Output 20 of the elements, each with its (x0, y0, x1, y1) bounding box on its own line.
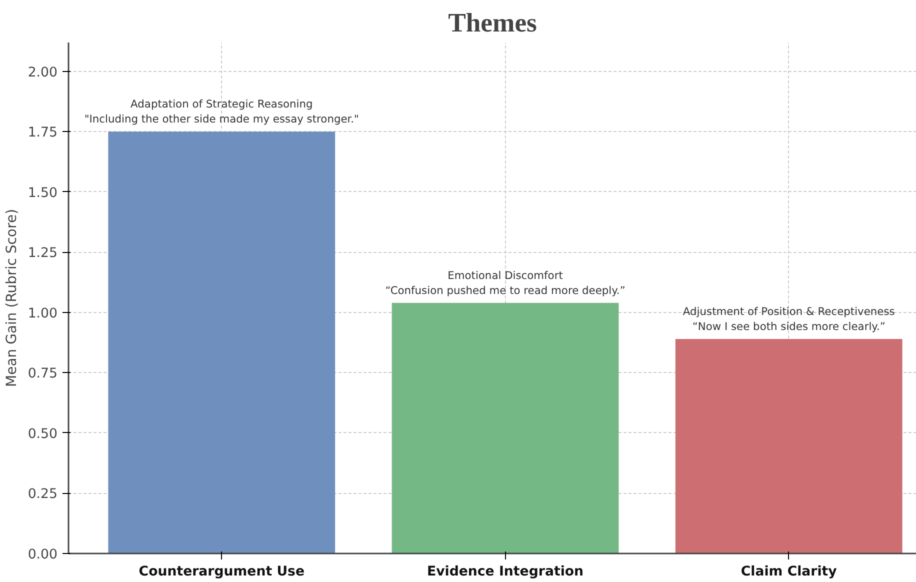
bar (392, 302, 619, 554)
y-tick-label: 1.00 (28, 306, 58, 322)
y-tick-label: 1.50 (28, 186, 58, 201)
x-tick-label: Counterargument Use (138, 564, 305, 580)
y-tick-label: 1.25 (28, 246, 58, 262)
annotation: Emotional Discomfort “Confusion pushed me to read more deeply.” (385, 268, 626, 297)
y-tick-label: 0.00 (28, 548, 58, 562)
y-tick-label: 0.50 (28, 426, 58, 442)
chart-title: Themes (448, 8, 537, 38)
bar (675, 338, 902, 554)
x-tick-label: Evidence Integration (426, 564, 584, 580)
y-tick-label: 2.00 (28, 65, 58, 80)
annotation: Adaptation of Strategic Reasoning "Including the other side made my essay stronger." (84, 98, 359, 126)
y-tick-label: 1.75 (28, 126, 58, 141)
x-tick-label: Claim Clarity (740, 564, 838, 580)
bar (108, 132, 336, 554)
annotation: Adjustment of Position & Receptiveness “Now I see both sides more clearly.” (682, 305, 896, 333)
y-axis-title: Mean Gain (Rubric Score) (4, 208, 20, 388)
y-tick-label: 0.75 (28, 366, 58, 382)
y-tick-label: 0.25 (28, 487, 58, 502)
